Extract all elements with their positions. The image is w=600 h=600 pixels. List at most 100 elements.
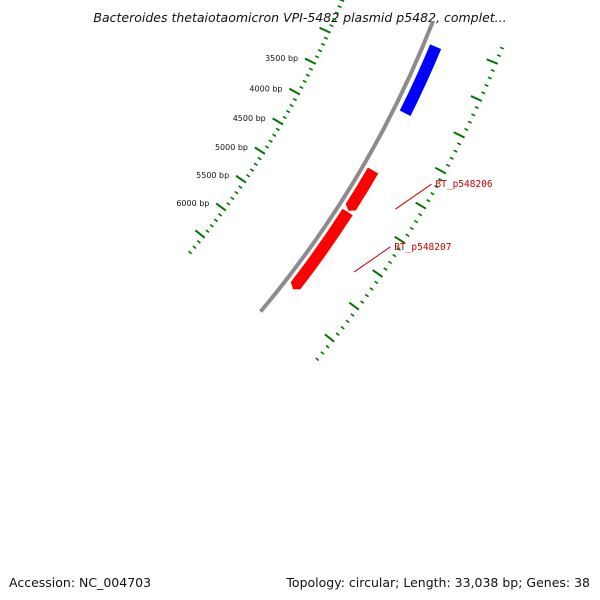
inner-minor-tick [264,145,270,149]
inner-major-tick [194,229,206,239]
outer-minor-tick [413,219,419,224]
inner-minor-tick [209,223,214,228]
outer-minor-tick [456,142,462,146]
outer-minor-tick [434,185,439,189]
inner-minor-tick [249,168,255,172]
outer-major-tick [453,131,465,139]
reverse-gene-block [399,44,442,116]
outer-major-tick [372,269,384,278]
outer-major-tick [470,95,483,102]
inner-minor-tick [188,250,193,255]
outer-minor-tick [445,163,451,168]
inner-minor-tick [257,156,262,161]
outer-minor-tick [360,300,365,304]
outer-minor-tick [320,351,325,355]
accession-text: Accession: NC_004703 [9,575,152,590]
inner-minor-tick [230,196,235,201]
inner-minor-tick [205,229,210,234]
inner-minor-tick [329,24,334,28]
outer-minor-tick [487,76,492,80]
inner-minor-tick [234,190,239,195]
outer-minor-tick [383,267,388,271]
outer-minor-tick [374,280,379,285]
inner-minor-tick [289,103,294,108]
inner-major-tick [215,202,227,212]
outer-minor-tick [409,226,414,231]
outer-minor-tick [496,54,502,58]
inner-minor-tick [226,202,231,206]
outer-minor-tick [474,105,479,110]
inner-minor-tick [305,73,310,77]
forward-gene-arrow [345,167,379,211]
ruler-labels: 3500 bp 4000 bp 4500 bp 5000 bp 5500 bp 6000 … [176,54,298,208]
forward-gene-arrow [290,208,353,290]
inner-minor-tick [253,162,258,167]
outer-minor-tick [481,91,486,95]
inner-minor-tick [302,79,307,84]
outer-major-tick [415,201,427,210]
inner-minor-tick [320,42,326,46]
gene-track [290,44,442,290]
inner-minor-tick [268,139,273,143]
inner-minor-tick [218,213,223,217]
outer-major-tick [434,166,447,175]
outer-major-tick [324,333,335,343]
ruler-label: 5000 bp [215,143,248,152]
inner-minor-tick [272,133,277,137]
inner-minor-tick [246,173,251,178]
outer-minor-tick [315,357,320,362]
inner-tick-ring [188,0,345,255]
outer-minor-tick [396,247,401,251]
outer-minor-tick [350,313,355,317]
map-title: Bacteroides thetaiotaomicron VPI-5482 pl… [93,10,506,25]
outer-minor-tick [340,325,345,330]
inner-minor-tick [332,17,337,21]
outer-minor-tick [453,149,458,153]
outer-major-tick [486,58,499,65]
inner-major-tick [304,57,317,65]
outer-minor-tick [471,113,476,117]
outer-minor-tick [467,120,472,124]
inner-minor-tick [292,97,298,102]
inner-major-tick [272,117,284,126]
outer-minor-tick [387,260,393,265]
outer-minor-tick [449,156,454,160]
outer-minor-tick [369,287,374,291]
outer-minor-tick [430,192,435,196]
outer-minor-tick [464,127,469,132]
inner-major-tick [288,87,301,96]
inner-minor-tick [238,185,243,189]
ruler-label: 4500 bp [233,114,266,123]
gene-label-leader [395,183,432,210]
ruler-label: 4000 bp [249,84,282,93]
inner-minor-tick [337,5,342,9]
gene-label-leader [353,246,391,273]
inner-minor-tick [275,127,280,132]
inner-major-tick [319,26,331,34]
outer-minor-tick [345,319,350,324]
outer-minor-tick [484,83,489,87]
inner-minor-tick [317,49,323,53]
ruler-label: 3500 bp [265,54,298,63]
inner-minor-tick [192,245,197,250]
backbone-circle [259,20,435,313]
outer-minor-tick [405,233,410,238]
inner-major-tick [235,174,247,184]
outer-minor-tick [392,253,397,258]
outer-minor-tick [364,293,369,298]
ruler-label: 6000 bp [176,199,209,208]
topology-summary: Topology: circular; Length: 33,038 bp; G… [286,575,590,590]
inner-minor-tick [213,218,218,223]
inner-major-tick [254,146,266,155]
inner-minor-tick [286,109,291,114]
outer-major-tick [394,235,406,245]
inner-minor-tick [299,85,304,90]
outer-minor-tick [418,212,423,217]
inner-minor-tick [334,11,340,15]
ruler-label: 5500 bp [196,171,229,180]
inner-major-tick [338,0,345,2]
outer-minor-tick [438,177,443,182]
outer-major-tick [348,301,360,311]
gene-label: BT_p548206 [435,179,492,190]
